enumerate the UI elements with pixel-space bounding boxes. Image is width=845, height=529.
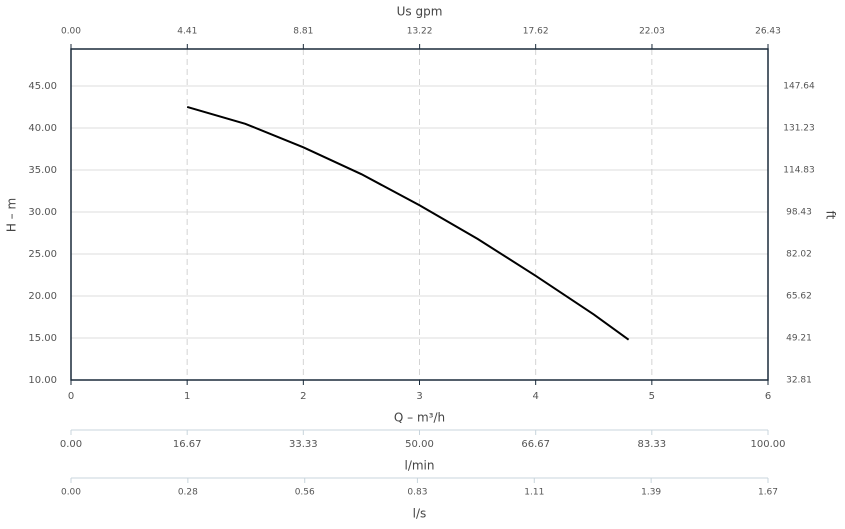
y-axis-title: H – m (5, 198, 19, 232)
x-axis-title: Q – m³/h (394, 411, 445, 425)
axis-title: l/min (404, 459, 434, 473)
y-tick-label: 25.00 (28, 249, 57, 260)
y-tick-label: 35.00 (28, 165, 57, 176)
x-tick-label: 2 (300, 391, 306, 402)
x-tick-label: 6 (765, 391, 771, 402)
y-tick-label: 40.00 (28, 123, 57, 134)
plot-frame (70, 48, 769, 381)
axis-tick-label: 1.11 (524, 488, 544, 498)
axis-tick-label: 0.56 (295, 488, 315, 498)
x-tick-label: 3 (416, 391, 422, 402)
top-tick-label: 22.03 (639, 27, 665, 37)
curve (186, 106, 630, 341)
top-tick-label: 26.43 (755, 27, 781, 37)
y2-tick-label: 82.02 (786, 249, 812, 259)
y2-tick-label: 131.23 (783, 123, 815, 133)
y2-tick-label: 32.81 (786, 376, 812, 386)
axis-tick-label: 0.83 (407, 488, 427, 498)
axis-tick-label: 1.39 (641, 488, 661, 498)
axis-tick-label: 100.00 (751, 439, 786, 450)
y-tick-label: 20.00 (28, 291, 57, 302)
x-tick-label: 5 (649, 391, 655, 402)
top-tick-label: 17.62 (523, 27, 549, 37)
axis-tick-label: 0.00 (60, 439, 82, 450)
top-tick-label: 8.81 (293, 27, 313, 37)
axis-tick-label: 16.67 (173, 439, 202, 450)
y2-tick-label: 49.21 (786, 334, 812, 344)
x-tick-label: 1 (184, 391, 190, 402)
y-tick-label: 10.00 (28, 375, 57, 386)
y-tick-label: 15.00 (28, 333, 57, 344)
axis-title: l/s (413, 507, 427, 521)
top-tick-label: 4.41 (177, 27, 197, 37)
axis-tick-label: 0.00 (61, 488, 81, 498)
top-tick-label: 13.22 (407, 27, 433, 37)
y-tick-label: 45.00 (28, 81, 57, 92)
axis-tick-label: 66.67 (521, 439, 550, 450)
axis-tick-label: 1.67 (758, 488, 778, 498)
x-tick-label: 0 (68, 391, 74, 402)
y2-tick-label: 114.83 (783, 165, 815, 175)
top-axis-title: Us gpm (397, 5, 443, 19)
y-tick-label: 30.00 (28, 207, 57, 218)
axis-tick-label: 50.00 (405, 439, 434, 450)
top-tick-label: 0.00 (61, 27, 81, 37)
axis-tick-label: 83.33 (637, 439, 666, 450)
axis-tick-label: 0.28 (178, 488, 198, 498)
y2-tick-label: 147.64 (783, 81, 815, 91)
y2-axis-title: ft (824, 211, 838, 220)
x-tick-label: 4 (532, 391, 538, 402)
axis-tick-label: 33.33 (289, 439, 318, 450)
y2-tick-label: 65.62 (786, 291, 812, 301)
y2-tick-label: 98.43 (786, 207, 812, 217)
